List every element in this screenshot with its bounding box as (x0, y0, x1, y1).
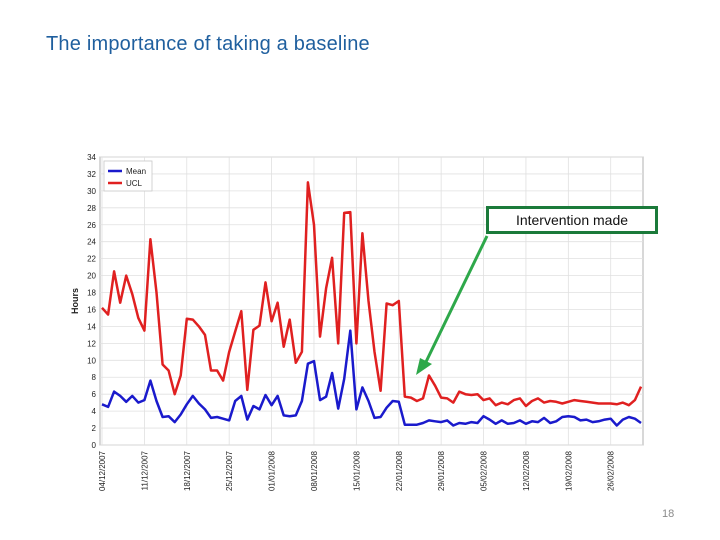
series-lines (101, 181, 643, 427)
y-tick-label: 32 (87, 170, 96, 179)
y-tick-label: 10 (87, 356, 96, 365)
x-tick-label: 19/02/2008 (564, 450, 573, 491)
y-tick-label: 28 (87, 204, 96, 213)
x-tick-label: 01/01/2008 (268, 450, 277, 491)
y-tick-label: 12 (87, 339, 96, 348)
x-tick-label: 26/02/2008 (607, 450, 616, 491)
legend-label-ucl: UCL (126, 179, 143, 188)
y-tick-label: 4 (92, 407, 97, 416)
y-tick-label: 22 (87, 255, 96, 264)
x-tick-label: 05/02/2008 (480, 450, 489, 491)
x-axis-ticks: 04/12/2007 11/12/2007 18/12/2007 25/12/2007… (98, 450, 616, 491)
annotation-arrow-head (416, 358, 432, 375)
y-tick-label: 8 (92, 373, 97, 382)
legend-box (103, 160, 153, 192)
annotation-box: Intervention made (486, 206, 658, 234)
annotation-arrow (416, 235, 489, 375)
y-tick-label: 16 (87, 305, 96, 314)
x-tick-label: 08/01/2008 (310, 450, 319, 491)
x-tick-label: 25/12/2007 (225, 450, 234, 491)
y-tick-label: 0 (92, 441, 97, 450)
y-tick-label: 6 (92, 390, 97, 399)
legend-label-mean: Mean (126, 167, 146, 176)
page-number: 18 (662, 508, 675, 520)
series-line-mean (101, 329, 642, 427)
y-axis-title: Hours (70, 288, 80, 314)
x-tick-label: 18/12/2007 (183, 450, 192, 491)
y-tick-label: 26 (87, 221, 96, 230)
annotation-arrow-line (422, 235, 489, 367)
y-tick-label: 34 (87, 153, 96, 162)
y-tick-label: 20 (87, 272, 96, 281)
slide-title: The importance of taking a baseline (46, 33, 370, 55)
x-tick-label: 22/01/2008 (395, 450, 404, 491)
y-tick-label: 14 (87, 322, 96, 331)
grid-lines (100, 156, 643, 446)
y-tick-label: 18 (87, 289, 96, 298)
y-tick-label: 30 (87, 187, 96, 196)
x-tick-label: 15/01/2008 (352, 450, 361, 491)
x-tick-label: 12/02/2008 (522, 450, 531, 491)
x-tick-label: 29/01/2008 (437, 450, 446, 491)
x-tick-label: 11/12/2007 (140, 450, 149, 490)
legend: Mean UCL (103, 160, 153, 192)
y-tick-label: 2 (92, 424, 97, 433)
y-tick-label: 24 (87, 238, 96, 247)
plot-area (99, 156, 644, 446)
series-line-ucl (101, 181, 643, 408)
x-tick-label: 04/12/2007 (98, 450, 107, 491)
